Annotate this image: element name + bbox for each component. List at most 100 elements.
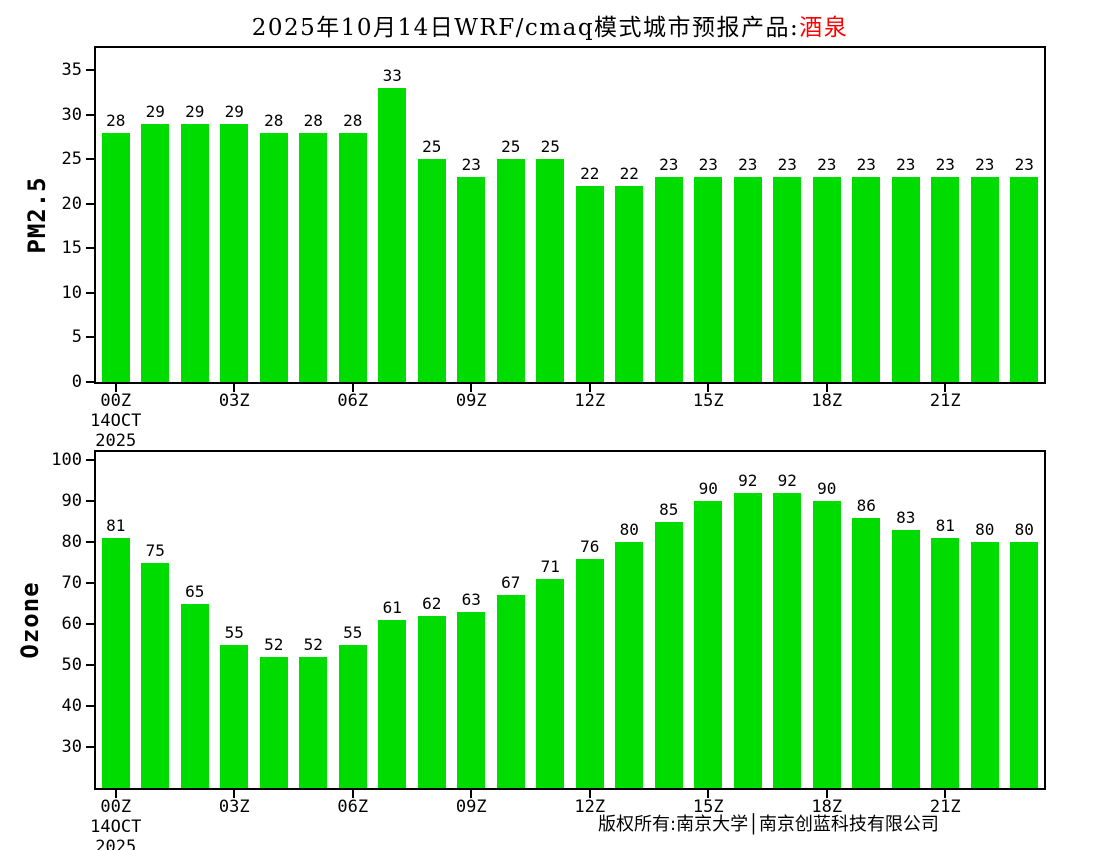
y-tick-label: 40 (61, 696, 82, 717)
x-tick-mark (707, 790, 710, 798)
bar-value-label: 23 (777, 155, 797, 175)
y-tick-mark (86, 247, 94, 250)
bar-value-label: 28 (106, 110, 126, 130)
bar (1010, 542, 1039, 788)
x-tick-label: 18Z (811, 797, 842, 817)
x-tick-mark (825, 384, 828, 392)
y-tick-mark (86, 541, 94, 544)
bar-value-label: 81 (106, 516, 126, 536)
x-tick-mark (588, 384, 591, 392)
bar (299, 132, 328, 382)
y-tick-label: 100 (51, 450, 82, 471)
x-tick-label-line: 18Z (811, 391, 843, 411)
bar (852, 177, 881, 382)
x-tick-label-line: 14OCT (90, 817, 142, 837)
bar-value-label: 71 (540, 557, 560, 577)
bar (101, 538, 130, 788)
bar (220, 123, 249, 382)
bar-value-label: 81 (935, 516, 955, 536)
bar (1010, 177, 1039, 382)
y-tick-mark (86, 582, 94, 585)
bar-value-label: 90 (817, 479, 837, 499)
bar-value-label: 25 (540, 137, 560, 157)
bar (220, 644, 249, 788)
bar-value-label: 80 (1014, 520, 1034, 540)
y-tick-mark (86, 746, 94, 749)
bar-value-label: 80 (975, 520, 995, 540)
bar (891, 177, 920, 382)
x-tick-label: 09Z (456, 391, 487, 411)
x-tick-label-line: 2025 (95, 431, 137, 451)
bar-value-label: 23 (1014, 155, 1034, 175)
bar-value-label: 23 (935, 155, 955, 175)
x-tick-label: 12Z (574, 391, 605, 411)
bar-value-label: 55 (343, 622, 363, 642)
x-tick-mark (233, 384, 236, 392)
x-tick-label: 03Z (219, 391, 250, 411)
bar (970, 542, 999, 788)
bar (812, 501, 841, 788)
bar (536, 159, 565, 382)
x-tick-mark (470, 384, 473, 392)
bar (615, 186, 644, 382)
bar (378, 620, 407, 788)
x-tick-mark (233, 790, 236, 798)
bar-value-label: 23 (817, 155, 837, 175)
bar (694, 501, 723, 788)
bar (654, 521, 683, 788)
bar-value-label: 62 (422, 593, 442, 613)
x-tick-label-line: 14OCT (90, 411, 142, 431)
x-tick-label: 18Z (811, 391, 842, 411)
bar (733, 177, 762, 382)
copyright-text: 版权所有:南京大学│南京创蓝科技有限公司 (598, 814, 939, 835)
y-tick-label: 30 (61, 737, 82, 758)
bar (457, 611, 486, 788)
ozone-axis-title: Ozone (16, 581, 44, 659)
bar (457, 177, 486, 382)
x-tick-mark (470, 790, 473, 798)
x-tick-mark (351, 384, 354, 392)
y-tick-label: 35 (61, 60, 82, 81)
x-tick-label: 00Z 14OCT 2025 (90, 797, 141, 850)
bar (417, 615, 446, 788)
bar-value-label: 83 (896, 507, 916, 527)
y-tick-label: 70 (61, 573, 82, 594)
y-tick-label: 10 (61, 282, 82, 303)
x-tick-label: 09Z (456, 797, 487, 817)
x-tick-label-line: 15Z (692, 797, 724, 817)
x-tick-label: 12Z (574, 797, 605, 817)
bar (931, 177, 960, 382)
bar-value-label: 22 (619, 164, 639, 184)
ozone-plot-area: 81 75 65 55 52 52 55 61 62 63 67 71 76 80 85 90 92 92 90 86… (51, 450, 1046, 850)
y-tick-mark (86, 113, 94, 116)
bar (338, 132, 367, 382)
y-tick-label: 90 (61, 491, 82, 512)
x-tick-label: 06Z (337, 797, 368, 817)
bar (654, 177, 683, 382)
bar-value-label: 22 (580, 164, 600, 184)
y-tick-label: 5 (71, 327, 82, 348)
x-tick-label-line: 09Z (455, 797, 487, 817)
bar (615, 542, 644, 788)
bar-value-label: 52 (303, 634, 323, 654)
y-tick-mark (86, 623, 94, 626)
bar-value-label: 92 (777, 470, 797, 490)
bar (773, 177, 802, 382)
bar (694, 177, 723, 382)
x-tick-label-line: 21Z (929, 797, 961, 817)
y-tick-mark (86, 69, 94, 72)
y-tick-label: 60 (61, 614, 82, 635)
title-text: 2025年10月14日WRF/cmaq模式城市预报产品: (251, 15, 800, 41)
y-tick-mark (86, 202, 94, 205)
bar (852, 517, 881, 788)
x-tick-label: 21Z (930, 797, 961, 817)
bar-value-label: 52 (264, 634, 284, 654)
y-tick-label: 0 (71, 372, 82, 392)
bar (141, 123, 170, 382)
x-tick-label: 06Z (337, 391, 368, 411)
y-tick-label: 25 (61, 149, 82, 170)
x-tick-label-line: 12Z (574, 391, 606, 411)
x-tick-mark (114, 790, 117, 798)
bar-value-label: 28 (264, 110, 284, 130)
y-tick-label: 80 (61, 532, 82, 553)
